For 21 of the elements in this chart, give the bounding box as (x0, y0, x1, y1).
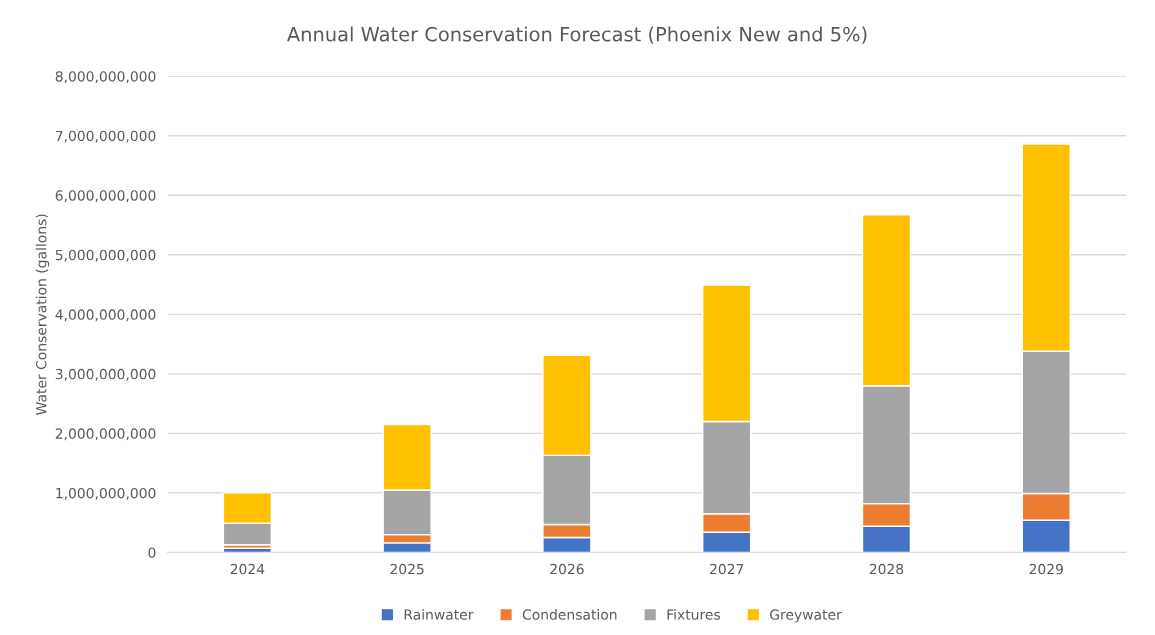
legend-label: Condensation (522, 609, 617, 620)
x-tick-label: 2027 (710, 563, 744, 575)
y-tick-label: 1,000,000,000 (56, 487, 156, 500)
y-tick-label: 5,000,000,000 (55, 249, 156, 262)
chart-title: Annual Water Conservation Forecast (Phoenix New and 5%) (287, 26, 867, 44)
x-tick-label: 2026 (550, 563, 584, 575)
legend-label: Rainwater (404, 609, 474, 620)
legend-label: Greywater (770, 609, 842, 623)
x-tick-label: 2029 (1029, 563, 1063, 575)
y-tick-label: 4,000,000,000 (55, 309, 156, 322)
y-axis-title: Water Conservation (gallons) (35, 214, 50, 415)
y-tick-label: 6,000,000,000 (55, 190, 156, 203)
legend-label: Fixtures (667, 609, 720, 620)
y-tick-label: 7,000,000,000 (55, 130, 156, 143)
y-tick-label: 2,000,000,000 (55, 428, 156, 441)
x-tick-label: 2024 (230, 563, 265, 575)
x-tick-label: 2028 (869, 563, 904, 575)
y-tick-label: 3,000,000,000 (55, 368, 156, 381)
y-tick-label: 0 (148, 547, 156, 558)
y-tick-label: 8,000,000,000 (55, 71, 156, 84)
x-tick-label: 2025 (390, 563, 424, 575)
